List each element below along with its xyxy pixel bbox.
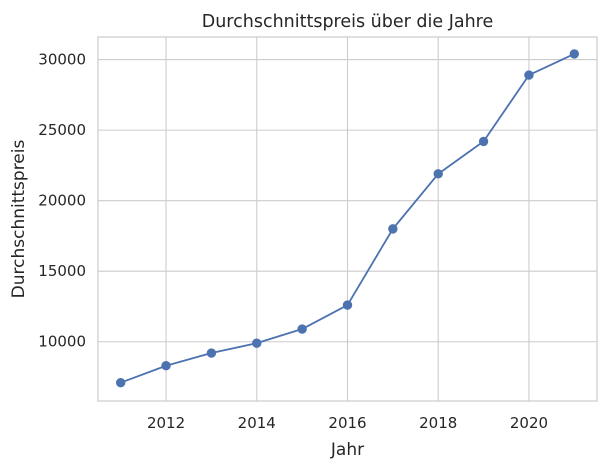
series-layer: [115, 49, 580, 388]
tick-labels: 2012 2014 2016 2018 2020 10000 15000 20000 25000…: [38, 51, 548, 432]
data-point: [161, 361, 171, 371]
y-tick-label: 15000: [38, 262, 86, 280]
data-point: [388, 224, 398, 234]
data-point: [252, 338, 262, 348]
y-axis-label: Durchschnittspreis: [9, 140, 29, 299]
data-point: [206, 348, 217, 358]
data-point: [342, 300, 353, 310]
y-tick-label: 10000: [38, 333, 86, 351]
chart-title: Durchschnittspreis über die Jahre: [202, 12, 494, 32]
y-tick-label: 25000: [38, 121, 86, 139]
y-tick-label: 20000: [38, 192, 86, 210]
x-tick-label: 2018: [419, 414, 457, 432]
data-point: [433, 169, 443, 179]
data-point: [569, 49, 580, 59]
data-point: [524, 70, 534, 80]
data-point: [297, 324, 307, 334]
x-tick-label: 2020: [510, 414, 548, 432]
x-tick-label: 2012: [147, 414, 185, 432]
grid: [98, 37, 597, 401]
x-tick-label: 2014: [238, 414, 276, 432]
data-point: [115, 377, 126, 388]
plot-area-frame: [97, 36, 598, 402]
x-axis-label: Jahr: [330, 440, 364, 460]
y-tick-label: 30000: [38, 51, 86, 69]
data-point: [478, 136, 489, 147]
x-tick-label: 2016: [328, 414, 366, 432]
